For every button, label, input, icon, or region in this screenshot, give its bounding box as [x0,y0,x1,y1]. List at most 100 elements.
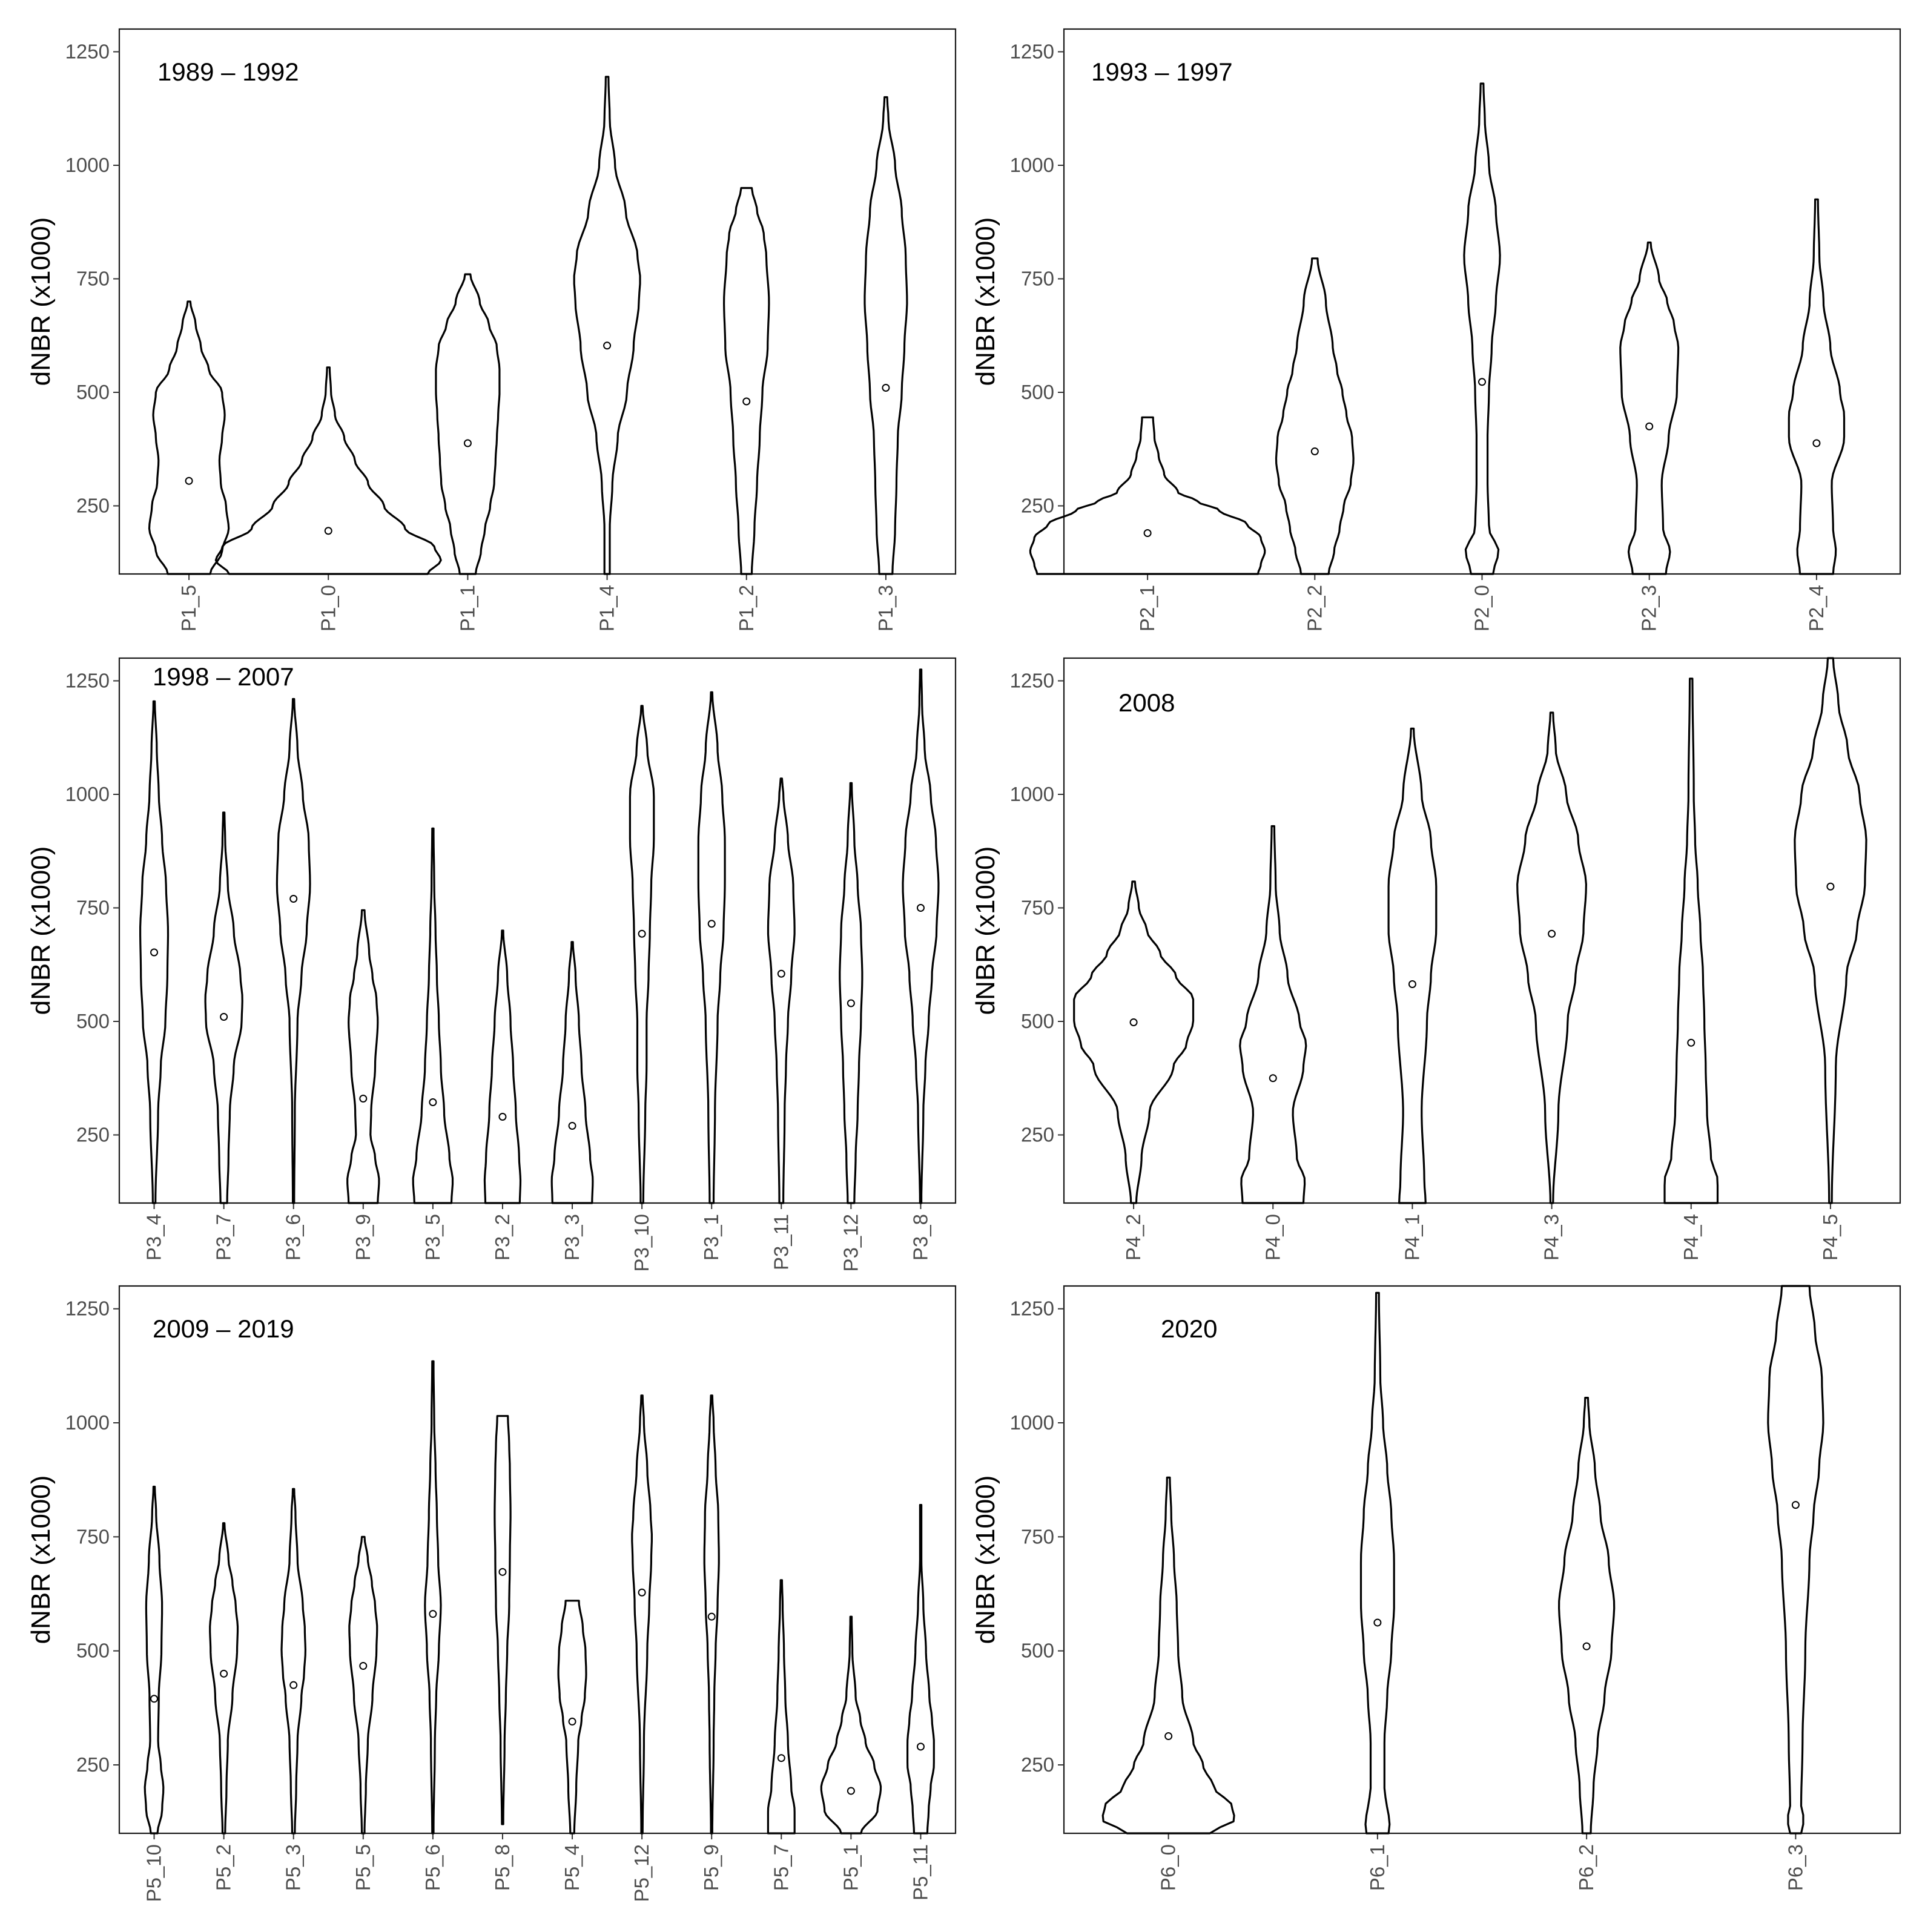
violin-p4-5 [1794,657,1867,1204]
x-tick-label: P3_2 [491,1214,513,1261]
violin-p2-0 [1463,82,1501,575]
median-marker [707,1612,716,1621]
x-tick-label: P4_5 [1819,1214,1841,1261]
median-marker [777,1754,785,1762]
median-marker [1164,1732,1173,1741]
x-tick-label: P6_1 [1366,1844,1388,1891]
x-tick-label: P1_5 [177,585,200,631]
median-marker [429,1098,437,1106]
y-tick-label: 750 [76,1525,110,1548]
violin-p5-4 [557,1600,587,1835]
median-marker [150,1695,159,1703]
violin-p5-1 [820,1615,882,1835]
y-tick-label: 250 [76,1124,110,1146]
violin-p1-2 [723,186,770,575]
x-tick-label: P3_12 [839,1214,862,1271]
y-axis-title: dNBR (x1000) [971,1475,1000,1644]
x-tick-label: P2_0 [1471,585,1493,631]
violin-p6-2 [1558,1397,1616,1835]
median-marker [1129,1018,1138,1026]
median-marker [289,1681,298,1689]
x-tick-label: P3_11 [770,1214,792,1270]
x-tick-label: P3_6 [282,1214,305,1261]
median-marker [568,1122,576,1130]
x-tick-label: P6_3 [1784,1844,1806,1891]
y-axis-title: dNBR (x1000) [26,217,56,386]
x-tick-label: P5_7 [770,1844,792,1891]
median-marker [150,948,159,957]
panel-title: 2008 [1118,688,1175,717]
panel-1: 250 500 750 1000 1250 dNBR (x1000) 1989 – 1992… [26,28,957,631]
y-tick-label: 500 [1021,1640,1054,1662]
median-marker [707,920,716,928]
panel-4: 250 500 750 1000 1250 dNBR (x1000) 2008 P4_2 P4_… [971,657,1901,1261]
y-axis-title: dNBR (x1000) [26,1475,56,1644]
violin-p5-5 [348,1535,378,1835]
median-marker [498,1568,507,1576]
violin-p3-11 [767,777,796,1204]
violin-p3-4 [139,700,170,1204]
y-tick-label: 500 [76,1010,110,1032]
violin-p4-1 [1387,727,1438,1204]
median-marker [1269,1074,1277,1083]
x-tick-label: P1_0 [317,585,339,631]
y-tick-label: 250 [76,1753,110,1776]
median-marker [1645,422,1654,430]
violin-p3-2 [483,929,522,1204]
x-tick-label: P3_7 [213,1214,235,1261]
y-tick-label: 1250 [1010,670,1054,692]
violin-p3-1 [697,691,726,1204]
median-marker [916,1742,925,1751]
violin-p5-8 [494,1415,512,1825]
y-tick-label: 750 [76,268,110,290]
violin-p1-1 [435,273,501,575]
x-tick-label: P4_0 [1261,1214,1284,1261]
y-tick-label: 250 [1021,1124,1054,1146]
x-tick-label: P2_1 [1136,585,1158,631]
median-marker [1373,1618,1382,1627]
violin-p1-4 [573,76,641,575]
median-marker [1478,378,1486,386]
y-tick-label: 1000 [1010,1411,1054,1434]
median-marker [1687,1038,1696,1047]
y-tick-label: 500 [1021,1010,1054,1032]
median-marker [463,439,472,447]
x-tick-label: P5_6 [421,1844,444,1891]
y-tick-label: 1250 [65,1297,110,1320]
median-marker [1826,882,1835,891]
panel-5: 250 500 750 1000 1250 dNBR (x1000) 2009 – 2019… [26,1285,957,1902]
x-tick-label: P3_10 [630,1214,653,1271]
violin-p3-5 [412,827,454,1204]
violin-p4-4 [1663,678,1719,1204]
violin-p5-11 [906,1504,935,1835]
y-tick-label: 1250 [1010,41,1054,63]
violin-p3-6 [276,697,311,1204]
y-tick-label: 500 [1021,381,1054,403]
violin-p2-4 [1788,198,1846,575]
x-tick-label: P2_2 [1303,585,1326,631]
x-tick-label: P5_5 [352,1844,374,1891]
x-tick-label: P1_3 [874,585,897,631]
violin-p5-6 [424,1360,442,1835]
y-tick-label: 1000 [65,154,110,176]
y-tick-label: 500 [76,1640,110,1662]
y-tick-label: 750 [76,897,110,919]
x-tick-label: P1_4 [596,585,618,631]
x-tick-label: P5_8 [491,1844,513,1891]
panel-title: 1998 – 2007 [153,662,294,691]
y-axis-title: dNBR (x1000) [26,846,56,1015]
plot-frame [118,1285,957,1835]
median-marker [638,1588,646,1597]
violin-p5-9 [703,1394,720,1835]
violin-p5-10 [144,1485,165,1835]
median-marker [359,1662,368,1670]
median-marker [220,1669,228,1678]
x-tick-label: P5_4 [561,1844,583,1891]
violin-p6-1 [1359,1291,1395,1835]
plot-frame [1063,1285,1901,1835]
violin-p5-12 [631,1394,653,1835]
x-tick-label: P3_3 [561,1214,583,1261]
x-tick-label: P3_4 [143,1214,165,1261]
violin-p5-7 [767,1579,796,1835]
